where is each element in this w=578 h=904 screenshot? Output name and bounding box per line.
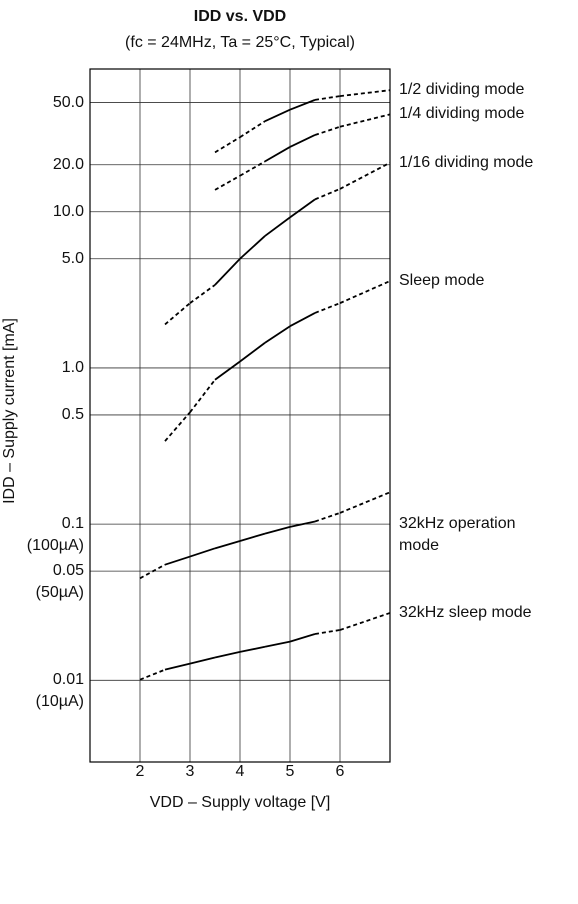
x-tick-label: 4 (235, 763, 245, 780)
series-line (189, 547, 216, 558)
series-line (289, 134, 316, 148)
y-tick-label: 20.0 (52, 155, 84, 173)
series-line (214, 258, 241, 286)
series-line (264, 108, 291, 122)
series-label: 32kHz operation mode (399, 515, 516, 555)
y-tick-label: 0.01 (10µA) (35, 671, 84, 711)
series-line (264, 146, 291, 163)
series-line (314, 512, 341, 523)
series-line (239, 645, 266, 653)
series-line (239, 532, 266, 542)
series-line (339, 161, 391, 190)
series-line (239, 160, 266, 177)
series-line (339, 280, 391, 304)
series-line (239, 235, 266, 260)
series-label: 1/16 dividing mode (399, 153, 534, 171)
series-line (289, 99, 316, 111)
series-line (339, 89, 391, 97)
y-tick-label: 5.0 (61, 249, 84, 267)
series-line (139, 563, 166, 580)
series-line (164, 555, 191, 566)
series-line (314, 302, 341, 314)
series-line (264, 526, 291, 535)
series-line (139, 668, 166, 681)
series-line (189, 656, 216, 665)
series-line (164, 411, 191, 442)
y-tick-label: 1.0 (61, 358, 84, 376)
chart-title: IDD vs. VDD (193, 8, 287, 25)
series-line (289, 312, 316, 327)
x-tick-label: 2 (135, 763, 145, 780)
series-line (264, 216, 291, 237)
series-line (314, 95, 341, 101)
series-line (314, 629, 341, 635)
x-tick-label: 6 (335, 763, 345, 780)
y-tick-label: 50.0 (52, 93, 84, 111)
series-line (239, 120, 266, 138)
series-line (339, 113, 391, 128)
series-line (289, 198, 316, 219)
series-line (214, 174, 241, 191)
series-line (164, 302, 191, 326)
series-line (239, 342, 266, 363)
series-label: 1/2 dividing mode (399, 81, 525, 99)
series-line (264, 640, 291, 648)
series-line (214, 136, 241, 154)
series-line (214, 540, 241, 550)
series-line (189, 379, 216, 413)
series-line (339, 612, 391, 631)
plot-frame (89, 68, 391, 763)
series-label: Sleep mode (399, 272, 485, 290)
series-line (214, 651, 241, 659)
series-label: 32kHz sleep mode (399, 603, 532, 621)
chart-subtitle: (fc = 24MHz, Ta = 25°C, Typical) (125, 34, 355, 51)
y-tick-label: 0.1 (100µA) (26, 515, 84, 555)
y-tick-label: 0.5 (61, 405, 84, 423)
series-line (289, 633, 316, 643)
x-tick-label: 5 (285, 763, 295, 780)
series-line (314, 125, 341, 136)
series-line (289, 520, 316, 528)
series-label: 1/4 dividing mode (399, 105, 525, 123)
y-tick-label: 0.05 (50µA) (35, 562, 84, 602)
series-line (189, 284, 216, 304)
x-tick-label: 3 (185, 763, 195, 780)
series-line (264, 325, 291, 344)
y-tick-label: 10.0 (52, 202, 84, 220)
series-line (214, 360, 241, 381)
x-axis-label: VDD – Supply voltage [V] (149, 794, 331, 811)
series-line (164, 662, 191, 671)
series-line (339, 491, 391, 514)
series-line (314, 188, 341, 201)
